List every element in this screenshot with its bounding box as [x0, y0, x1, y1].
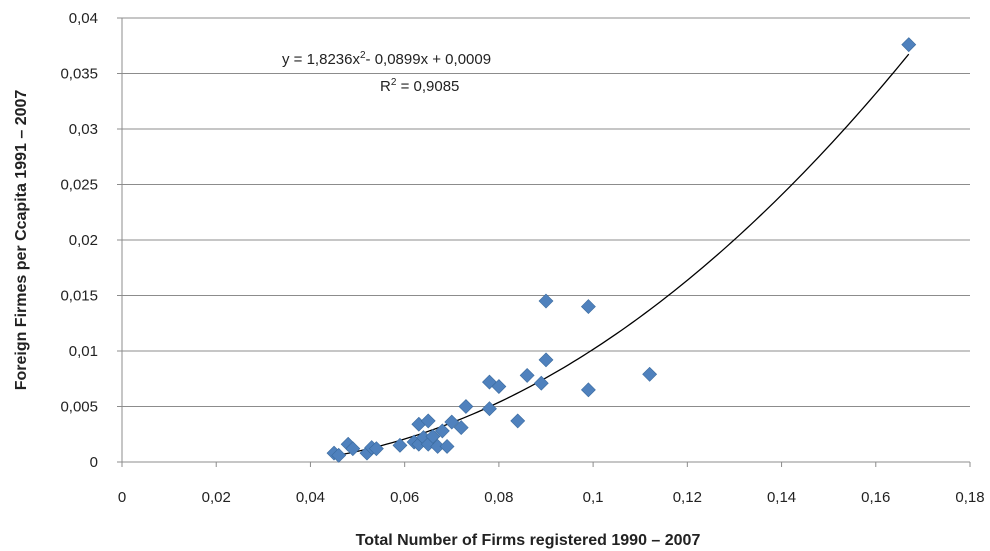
data-point: [458, 399, 474, 414]
y-tick-label: 0,02: [69, 232, 98, 249]
data-point: [368, 441, 384, 457]
y-tick-label: 0,015: [60, 288, 98, 305]
y-tick-label: 0,03: [69, 121, 98, 138]
trendline: [333, 53, 910, 457]
x-axis-title: Total Number of Firms registered 1990 – …: [356, 532, 701, 549]
data-point: [444, 414, 460, 430]
x-tick-label: 0,06: [390, 489, 419, 506]
data-point: [434, 423, 450, 439]
data-point: [642, 366, 658, 382]
data-point: [425, 429, 441, 444]
data-points: [326, 37, 917, 463]
data-point: [901, 37, 917, 53]
x-tick-label: 0,04: [296, 489, 325, 506]
y-tick-label: 0,04: [69, 10, 98, 27]
data-point: [331, 447, 347, 463]
x-tick-label: 0,16: [861, 489, 890, 506]
data-point: [580, 382, 596, 398]
data-point: [510, 413, 526, 429]
data-point: [533, 375, 549, 391]
x-tick-label: 0,14: [767, 489, 796, 506]
axes: [117, 17, 971, 467]
x-tick-label: 0,18: [955, 489, 984, 506]
data-point: [392, 437, 408, 453]
y-tick-label: 0,005: [60, 399, 98, 416]
x-tick-label: 0,02: [202, 489, 231, 506]
y-tick-label: 0,035: [60, 66, 98, 83]
data-point: [538, 352, 554, 368]
trendline-equation: y = 1,8236x2- 0,0899x + 0,0009: [282, 50, 491, 68]
data-point: [538, 293, 554, 309]
x-tick-label: 0: [118, 489, 126, 506]
y-tick-labels: 0 0,005 0,01 0,015 0,02 0,025 0,03 0,035 0,04: [60, 10, 98, 471]
x-tick-labels: 0 0,02 0,04 0,06 0,08 0,1 0,12 0,14 0,16 0,18: [118, 489, 985, 506]
data-point: [580, 299, 596, 315]
x-tick-label: 0,1: [583, 489, 604, 506]
data-point: [519, 367, 535, 383]
y-tick-label: 0: [90, 454, 98, 471]
x-tick-label: 0,12: [673, 489, 702, 506]
data-point: [453, 420, 469, 436]
data-point: [439, 439, 455, 454]
data-point: [420, 413, 436, 429]
x-tick-label: 0,08: [484, 489, 513, 506]
y-tick-label: 0,025: [60, 177, 98, 194]
data-point: [491, 379, 507, 394]
y-tick-label: 0,01: [69, 343, 98, 360]
gridlines: [122, 17, 970, 407]
r-squared-label: R2 = 0,9085: [380, 77, 459, 95]
y-axis-title: Foreign Firmes per Ccapita 1991 – 2007: [13, 90, 30, 391]
data-point: [345, 441, 361, 457]
data-point: [482, 401, 497, 417]
